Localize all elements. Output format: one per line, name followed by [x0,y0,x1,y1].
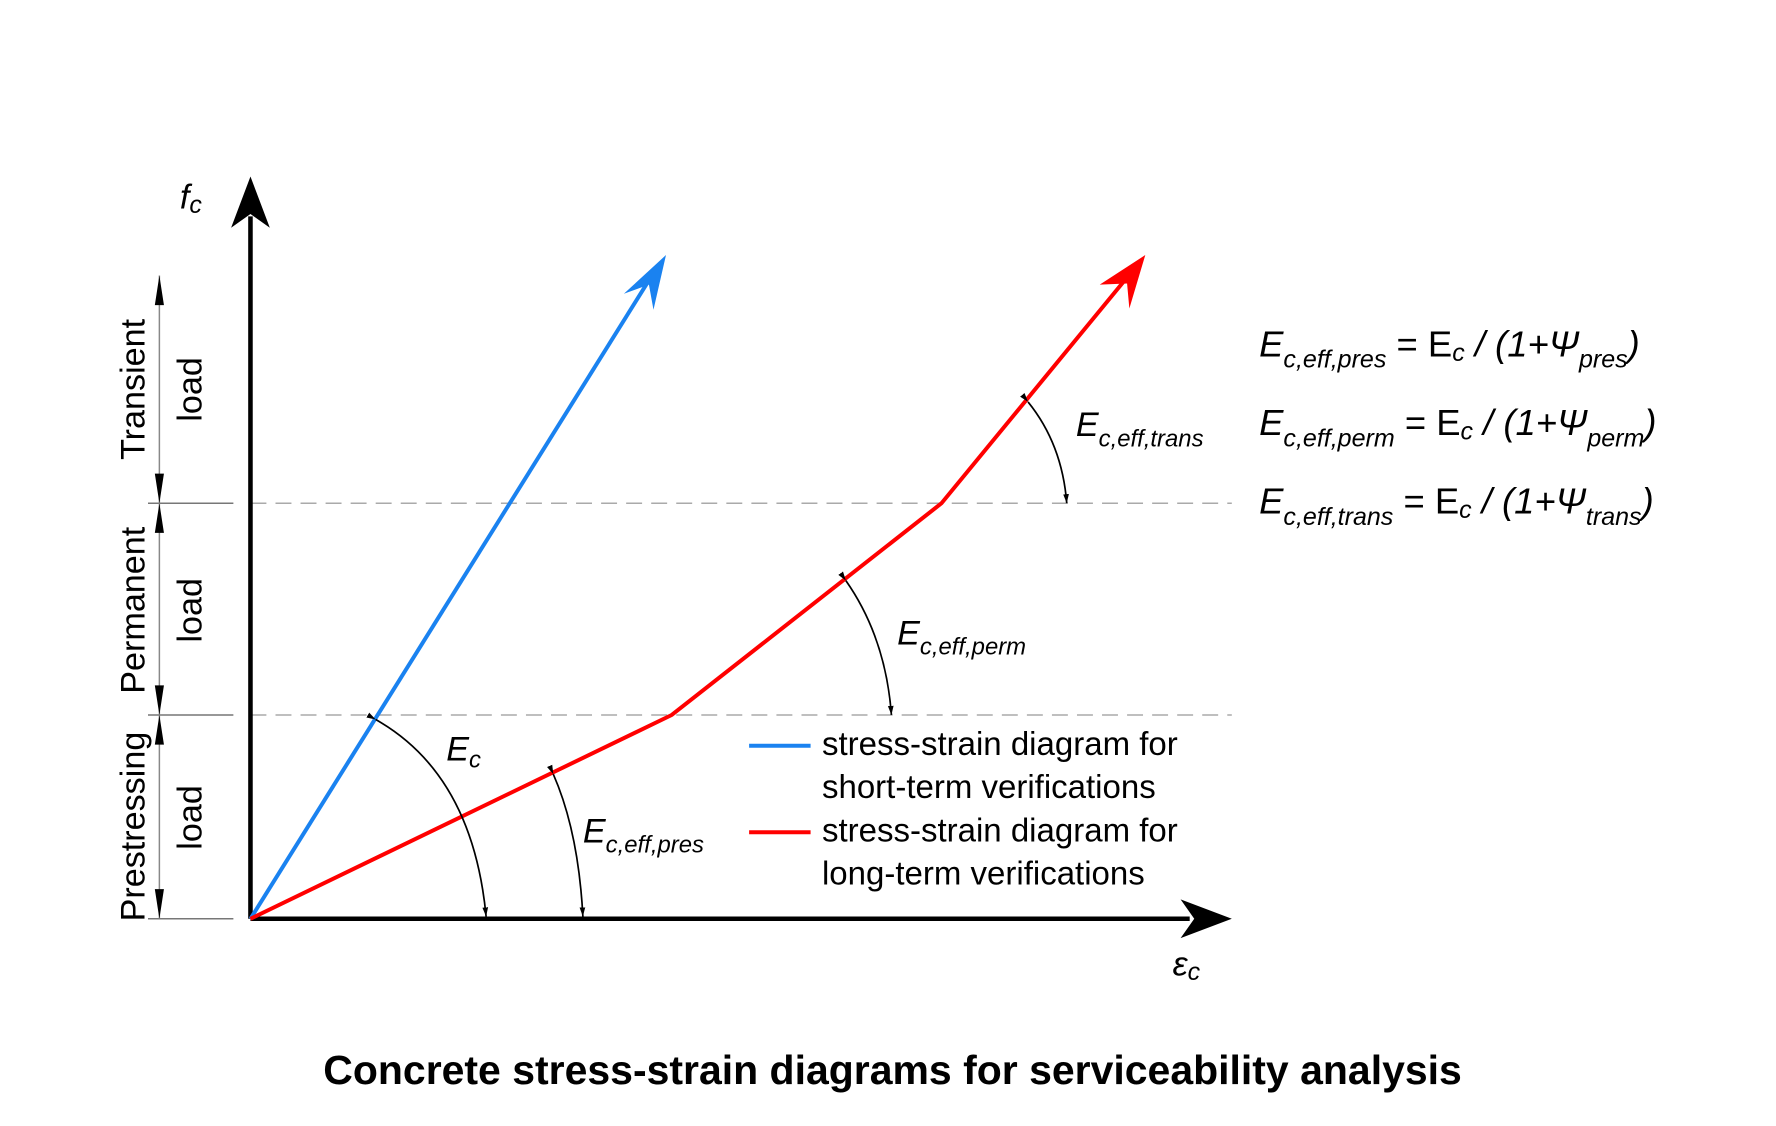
label-ec-eff-pres: Ec,eff,pres [583,812,704,858]
legend-short-term-line2: short-term verifications [822,768,1156,805]
load-dimension-line [154,275,164,919]
x-axis-label: εc [1173,946,1201,987]
legend-long-term-line1: stress-strain diagram for [822,811,1178,848]
axes [231,176,1232,939]
arc-perm [838,571,894,716]
x-axis-arrow-icon [1180,899,1232,939]
legend: stress-strain diagram for short-term ver… [749,725,1178,892]
zone-permanent: Permanent [115,526,153,694]
label-ec: Ec [446,731,481,774]
arc-ec [366,712,489,917]
load-zone-labels: Transient load Permanent load Prestressi… [115,318,210,921]
blue-arrow-icon [623,255,666,310]
formula-pres: Ec,eff,pres = Ec / (1+Ψpres) [1259,323,1640,373]
short-term-curve [248,255,666,920]
zone-transient: Transient [115,318,153,460]
y-axis-arrow-icon [231,176,270,228]
y-axis-label: fc [180,178,203,219]
zone-prestressing-load: load [172,785,210,850]
angle-arcs [366,393,1069,917]
zone-prestressing: Prestressing [115,732,153,922]
label-ec-eff-trans: Ec,eff,trans [1076,406,1204,452]
arc-trans [1020,393,1069,504]
label-ec-eff-perm: Ec,eff,perm [897,614,1026,660]
legend-short-term-line1: stress-strain diagram for [822,725,1178,762]
zone-transient-load: load [172,357,210,422]
diagram-title: Concrete stress-strain diagrams for serv… [323,1047,1462,1093]
red-arrow-icon [1099,255,1146,309]
angle-labels: Ec Ec,eff,pres Ec,eff,perm Ec,eff,trans [446,406,1203,859]
legend-long-term-line2: long-term verifications [822,855,1145,892]
zone-permanent-load: load [172,578,210,643]
formulas: Ec,eff,pres = Ec / (1+Ψpres) Ec,eff,perm… [1259,323,1656,530]
arc-pres [547,764,586,917]
formula-perm: Ec,eff,perm = Ec / (1+Ψperm) [1259,402,1656,452]
formula-trans: Ec,eff,trans = Ec / (1+Ψtrans) [1259,480,1654,530]
